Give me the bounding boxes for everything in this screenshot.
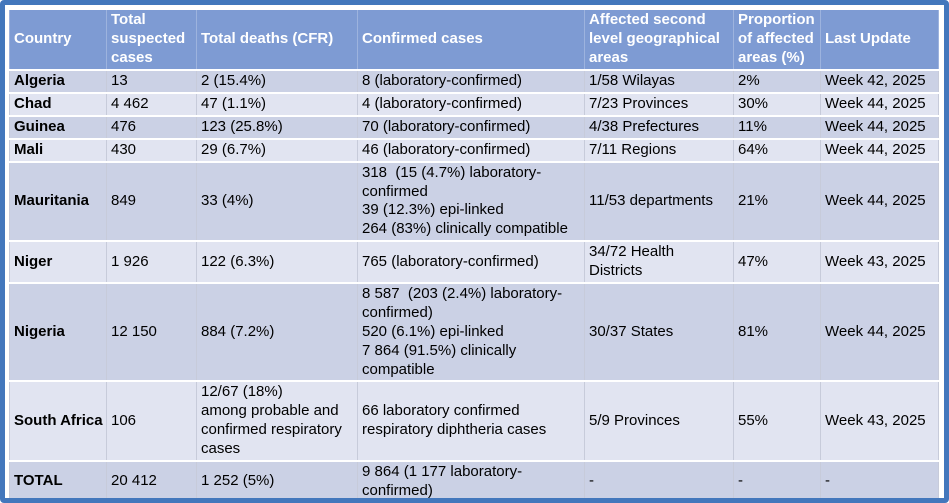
- cell-areas: 7/11 Regions: [584, 137, 734, 163]
- cell-country: Mauritania: [9, 160, 107, 243]
- cell-deaths: 884 (7.2%): [196, 282, 358, 383]
- cell-proportion: 81%: [733, 282, 821, 383]
- cell-proportion: 30%: [733, 91, 821, 117]
- diphtheria-surveillance-table: Country Total suspected cases Total deat…: [9, 8, 939, 498]
- cell-confirmed: 318 (15 (4.7%) laboratory-confirmed 39 (…: [357, 160, 585, 243]
- cell-areas: 4/38 Prefectures: [584, 114, 734, 140]
- cell-country: Chad: [9, 91, 107, 117]
- cell-deaths: 12/67 (18%) among probable and confirmed…: [196, 380, 358, 463]
- column-header-update: Last Update: [820, 8, 939, 71]
- cell-areas: 11/53 departments: [584, 160, 734, 243]
- cell-confirmed: 8 587 (203 (2.4%) laboratory-confirmed) …: [357, 282, 585, 383]
- cell-suspected: 4 462: [106, 91, 197, 117]
- cell-proportion: 47%: [733, 240, 821, 285]
- cell-proportion: 21%: [733, 160, 821, 243]
- cell-areas: 7/23 Provinces: [584, 91, 734, 117]
- header-row: Country Total suspected cases Total deat…: [9, 8, 939, 71]
- cell-proportion: 2%: [733, 68, 821, 94]
- column-header-suspected: Total suspected cases: [106, 8, 197, 71]
- cell-update: Week 44, 2025: [820, 91, 939, 117]
- cell-update: Week 42, 2025: [820, 68, 939, 94]
- table-row: Chad 4 462 47 (1.1%) 4 (laboratory-confi…: [9, 91, 939, 117]
- cell-update: Week 44, 2025: [820, 282, 939, 383]
- column-header-proportion: Proportion of affected areas (%): [733, 8, 821, 71]
- cell-proportion: 11%: [733, 114, 821, 140]
- cell-update: Week 44, 2025: [820, 160, 939, 243]
- cell-country: South Africa: [9, 380, 107, 463]
- table-row: Mali 430 29 (6.7%) 46 (laboratory-confir…: [9, 137, 939, 163]
- cell-suspected: 430: [106, 137, 197, 163]
- cell-deaths: 122 (6.3%): [196, 240, 358, 285]
- cell-country: Algeria: [9, 68, 107, 94]
- cell-suspected: 13: [106, 68, 197, 94]
- cell-areas: 30/37 States: [584, 282, 734, 383]
- cell-update: Week 44, 2025: [820, 137, 939, 163]
- cell-country: Guinea: [9, 114, 107, 140]
- column-header-areas: Affected second level geographical areas: [584, 8, 734, 71]
- table-row: Nigeria 12 150 884 (7.2%) 8 587 (203 (2.…: [9, 282, 939, 383]
- cell-confirmed: 66 laboratory confirmed respiratory diph…: [357, 380, 585, 463]
- table-row: Mauritania 849 33 (4%) 318 (15 (4.7%) la…: [9, 160, 939, 243]
- cell-areas: -: [584, 460, 734, 498]
- cell-update: Week 43, 2025: [820, 380, 939, 463]
- table-row: South Africa 106 12/67 (18%) among proba…: [9, 380, 939, 463]
- column-header-deaths: Total deaths (CFR): [196, 8, 358, 71]
- cell-update: Week 44, 2025: [820, 114, 939, 140]
- cell-country: Nigeria: [9, 282, 107, 383]
- cell-suspected: 20 412: [106, 460, 197, 498]
- cell-deaths: 29 (6.7%): [196, 137, 358, 163]
- cell-deaths: 123 (25.8%): [196, 114, 358, 140]
- cell-areas: 1/58 Wilayas: [584, 68, 734, 94]
- cell-update: Week 43, 2025: [820, 240, 939, 285]
- cell-proportion: 64%: [733, 137, 821, 163]
- cell-deaths: 33 (4%): [196, 160, 358, 243]
- cell-confirmed: 8 (laboratory-confirmed): [357, 68, 585, 94]
- cell-confirmed: 765 (laboratory-confirmed): [357, 240, 585, 285]
- cell-confirmed: 70 (laboratory-confirmed): [357, 114, 585, 140]
- cell-suspected: 12 150: [106, 282, 197, 383]
- column-header-country: Country: [9, 8, 107, 71]
- cell-confirmed: 4 (laboratory-confirmed): [357, 91, 585, 117]
- cell-country: Niger: [9, 240, 107, 285]
- table-row: Niger 1 926 122 (6.3%) 765 (laboratory-c…: [9, 240, 939, 285]
- cell-deaths: 47 (1.1%): [196, 91, 358, 117]
- cell-country: Mali: [9, 137, 107, 163]
- table-row: Algeria 13 2 (15.4%) 8 (laboratory-confi…: [9, 68, 939, 94]
- column-header-confirmed: Confirmed cases: [357, 8, 585, 71]
- cell-suspected: 106: [106, 380, 197, 463]
- cell-deaths: 1 252 (5%): [196, 460, 358, 498]
- cell-areas: 5/9 Provinces: [584, 380, 734, 463]
- cell-suspected: 1 926: [106, 240, 197, 285]
- cell-confirmed: 9 864 (1 177 laboratory-confirmed): [357, 460, 585, 498]
- cell-update: -: [820, 460, 939, 498]
- table-row-total: TOTAL 20 412 1 252 (5%) 9 864 (1 177 lab…: [9, 460, 939, 498]
- cell-suspected: 476: [106, 114, 197, 140]
- cell-suspected: 849: [106, 160, 197, 243]
- cell-confirmed: 46 (laboratory-confirmed): [357, 137, 585, 163]
- cell-areas: 34/72 Health Districts: [584, 240, 734, 285]
- cell-deaths: 2 (15.4%): [196, 68, 358, 94]
- cell-proportion: 55%: [733, 380, 821, 463]
- table-row: Guinea 476 123 (25.8%) 70 (laboratory-co…: [9, 114, 939, 140]
- cell-country: TOTAL: [9, 460, 107, 498]
- cell-proportion: -: [733, 460, 821, 498]
